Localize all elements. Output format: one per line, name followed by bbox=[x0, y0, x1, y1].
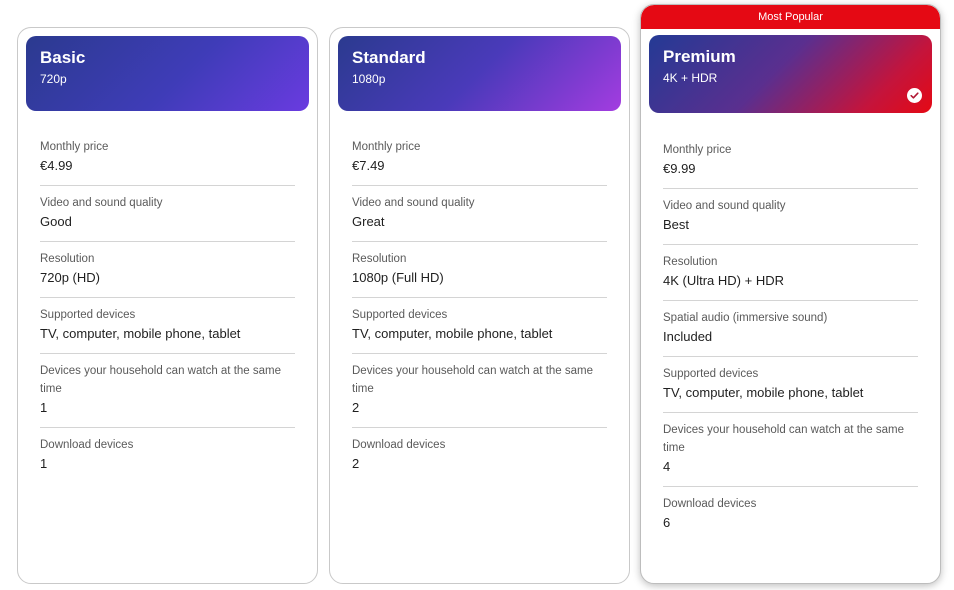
feature-label: Download devices bbox=[663, 498, 757, 510]
feature-value: 4K (Ultra HD) + HDR bbox=[663, 273, 784, 288]
plan-card-standard[interactable]: Standard 1080p Monthly price €7.49 Video a… bbox=[329, 27, 630, 584]
feature-value: Best bbox=[663, 217, 690, 232]
feature-row: Download devices 2 bbox=[352, 428, 607, 483]
feature-label: Spatial audio (immersive sound) bbox=[663, 312, 828, 324]
feature-value: €7.49 bbox=[352, 158, 385, 173]
feature-label: Monthly price bbox=[40, 141, 109, 153]
plan-header: Basic 720p bbox=[26, 36, 309, 111]
plan-card-basic[interactable]: Basic 720p Monthly price €4.99 Video and s… bbox=[17, 27, 318, 584]
feature-row: Download devices 1 bbox=[40, 428, 295, 483]
feature-list: Monthly price €4.99 Video and sound qualit… bbox=[40, 131, 295, 483]
feature-list: Monthly price €7.49 Video and sound qualit… bbox=[352, 131, 607, 483]
feature-label: Devices your household can watch at the … bbox=[40, 365, 281, 395]
feature-value: TV, computer, mobile phone, tablet bbox=[663, 385, 864, 400]
plan-resolution: 1080p bbox=[352, 72, 386, 86]
feature-value: 6 bbox=[663, 515, 671, 530]
feature-row: Monthly price €9.99 bbox=[663, 134, 918, 189]
feature-label: Download devices bbox=[352, 439, 446, 451]
feature-value: 4 bbox=[663, 459, 671, 474]
plan-name: Premium bbox=[663, 47, 736, 66]
feature-value: 1 bbox=[40, 400, 48, 415]
plan-resolution: 4K + HDR bbox=[663, 71, 718, 85]
plan-header: Standard 1080p bbox=[338, 36, 621, 111]
feature-row: Devices your household can watch at the … bbox=[663, 413, 918, 487]
feature-value: TV, computer, mobile phone, tablet bbox=[352, 326, 553, 341]
feature-row: Spatial audio (immersive sound) Included bbox=[663, 301, 918, 357]
feature-label: Devices your household can watch at the … bbox=[663, 424, 904, 454]
feature-value: TV, computer, mobile phone, tablet bbox=[40, 326, 241, 341]
plan-resolution: 720p bbox=[40, 72, 67, 86]
feature-row: Download devices 6 bbox=[663, 487, 918, 542]
feature-label: Monthly price bbox=[663, 144, 732, 156]
feature-row: Monthly price €7.49 bbox=[352, 131, 607, 186]
feature-row: Video and sound quality Good bbox=[40, 186, 295, 242]
plan-card-premium[interactable]: Most Popular Premium 4K + HDR Monthly pr… bbox=[640, 4, 941, 584]
feature-value: €9.99 bbox=[663, 161, 696, 176]
feature-row: Video and sound quality Best bbox=[663, 189, 918, 245]
feature-value: 1 bbox=[40, 456, 48, 471]
feature-value: 2 bbox=[352, 456, 360, 471]
feature-list: Monthly price €9.99 Video and sound qualit… bbox=[663, 134, 918, 542]
check-circle-icon bbox=[907, 88, 922, 103]
feature-label: Resolution bbox=[352, 253, 407, 265]
feature-row: Resolution 720p (HD) bbox=[40, 242, 295, 298]
feature-label: Download devices bbox=[40, 439, 134, 451]
feature-row: Video and sound quality Great bbox=[352, 186, 607, 242]
feature-row: Devices your household can watch at the … bbox=[352, 354, 607, 428]
feature-row: Supported devices TV, computer, mobile ph… bbox=[40, 298, 295, 354]
feature-row: Resolution 1080p (Full HD) bbox=[352, 242, 607, 298]
feature-label: Devices your household can watch at the … bbox=[352, 365, 593, 395]
most-popular-badge: Most Popular bbox=[641, 5, 940, 29]
feature-value: 2 bbox=[352, 400, 360, 415]
feature-label: Video and sound quality bbox=[663, 200, 786, 212]
feature-label: Resolution bbox=[663, 256, 718, 268]
feature-label: Resolution bbox=[40, 253, 95, 265]
feature-row: Supported devices TV, computer, mobile ph… bbox=[352, 298, 607, 354]
feature-value: 1080p (Full HD) bbox=[352, 270, 444, 285]
feature-value: Great bbox=[352, 214, 385, 229]
feature-value: Good bbox=[40, 214, 72, 229]
feature-label: Supported devices bbox=[40, 309, 136, 321]
feature-row: Monthly price €4.99 bbox=[40, 131, 295, 186]
feature-value: €4.99 bbox=[40, 158, 73, 173]
feature-row: Devices your household can watch at the … bbox=[40, 354, 295, 428]
feature-row: Resolution 4K (Ultra HD) + HDR bbox=[663, 245, 918, 301]
feature-label: Monthly price bbox=[352, 141, 421, 153]
plan-name: Standard bbox=[352, 48, 426, 67]
feature-value: 720p (HD) bbox=[40, 270, 100, 285]
feature-label: Video and sound quality bbox=[40, 197, 163, 209]
feature-value: Included bbox=[663, 329, 713, 344]
plan-header: Premium 4K + HDR bbox=[649, 35, 932, 113]
feature-row: Supported devices TV, computer, mobile ph… bbox=[663, 357, 918, 413]
feature-label: Supported devices bbox=[663, 368, 759, 380]
feature-label: Supported devices bbox=[352, 309, 448, 321]
feature-label: Video and sound quality bbox=[352, 197, 475, 209]
plan-name: Basic bbox=[40, 48, 86, 67]
